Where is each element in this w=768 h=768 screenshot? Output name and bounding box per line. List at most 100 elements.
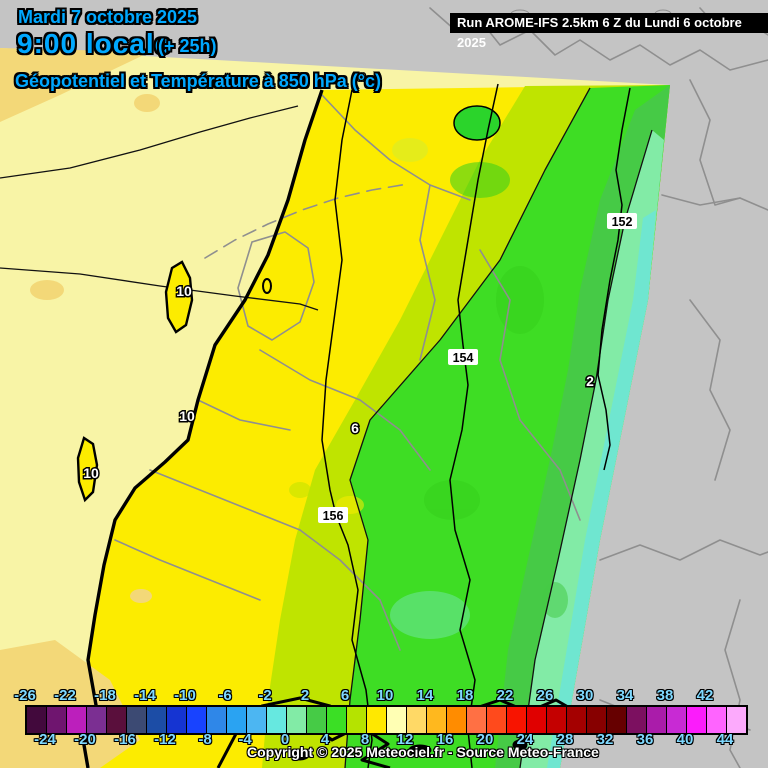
scale-tick: 20: [476, 731, 494, 748]
scale-swatch: [687, 706, 707, 734]
scale-tick: -10: [174, 687, 196, 704]
scale-tick: -4: [238, 731, 252, 748]
scale-swatch: [327, 706, 347, 734]
scale-swatch: [287, 706, 307, 734]
scale-tick: -20: [74, 731, 96, 748]
run-info-banner: Run AROME-IFS 2.5km 6 Z du Lundi 6 octob…: [450, 13, 768, 50]
scale-tick: 38: [656, 687, 674, 704]
scale-tick: 12: [396, 731, 414, 748]
scale-tick: 4: [320, 731, 330, 748]
scale-tick: -14: [134, 687, 156, 704]
scale-swatch: [367, 706, 387, 734]
geopotential-label: 156: [323, 509, 344, 523]
warm-patches: [0, 48, 160, 768]
isotherm-label: 6: [351, 420, 359, 436]
geopotential-label-box: [318, 507, 348, 523]
isotherm-2-line: [519, 129, 653, 768]
scale-tick: 2: [300, 687, 310, 704]
scale-swatch: [107, 706, 127, 734]
scale-swatch: [247, 706, 267, 734]
scale-swatch: [387, 706, 407, 734]
scale-swatch: [627, 706, 647, 734]
scale-swatch: [487, 706, 507, 734]
isotherm-label: 10: [83, 465, 99, 481]
scale-tick: -6: [218, 687, 232, 704]
scale-swatch: [67, 706, 87, 734]
scale-tick: 0: [280, 731, 290, 748]
scale-ticks-bottom: -24 -20 -16 -12 -8 -4 0 4 8 12 16 20 24 28 32 36 40 44: [0, 731, 768, 749]
scale-tick: -8: [198, 731, 212, 748]
scale-swatch: [227, 706, 247, 734]
sea-isotherm-lines: [0, 105, 319, 311]
geopotential-152-line: [597, 87, 631, 471]
scale-tick: 44: [716, 731, 734, 748]
geopotential-label-box: [448, 349, 478, 365]
scale-tick: -12: [154, 731, 176, 748]
scale-swatch: [587, 706, 607, 734]
scale-swatch: [207, 706, 227, 734]
scale-tick: 10: [376, 687, 394, 704]
scale-tick: -2: [258, 687, 272, 704]
scale-swatch: [127, 706, 147, 734]
scale-swatch: [26, 706, 47, 734]
scale-swatch: [427, 706, 447, 734]
isotherm-6-line: [344, 87, 591, 768]
scale-swatch: [47, 706, 67, 734]
scale-tick: 18: [456, 687, 474, 704]
scale-swatch: [187, 706, 207, 734]
scale-tick: 30: [576, 687, 594, 704]
region-borders: [114, 94, 581, 651]
scale-swatch: [467, 706, 487, 734]
scale-tick: 16: [436, 731, 454, 748]
scale-swatch: [407, 706, 427, 734]
scale-tick: 32: [596, 731, 614, 748]
coastline-path: [82, 89, 324, 768]
scale-swatch: [307, 706, 327, 734]
scale-tick: 22: [496, 687, 514, 704]
band-m2-0: [547, 210, 656, 768]
color-scale: [25, 705, 748, 735]
scale-tick: -18: [94, 687, 116, 704]
geopotential-154-line: [449, 83, 499, 768]
isotherm-label: 10: [176, 283, 192, 299]
island-small: [262, 278, 272, 294]
scale-tick: 42: [696, 687, 714, 704]
scale-swatch: [87, 706, 107, 734]
scale-tick: 40: [676, 731, 694, 748]
date-label: Mardi 7 octobre 2025: [18, 7, 198, 27]
scale-swatch: [447, 706, 467, 734]
scale-tick: 8: [360, 731, 370, 748]
scale-swatch: [507, 706, 527, 734]
scale-swatch: [267, 706, 287, 734]
copyright-label: Copyright © 2025 Meteociel.fr - Source M…: [247, 744, 599, 760]
geopotential-label-box: [607, 213, 637, 229]
geopotential-label: 154: [453, 351, 474, 365]
model-domain: 152 154 156 10 10 10 6 2: [0, 48, 670, 768]
geopotential-156-line: [321, 89, 373, 768]
scale-tick: -26: [14, 687, 36, 704]
texture-patches: [289, 138, 568, 639]
scale-tick: -22: [54, 687, 76, 704]
scale-swatch: [607, 706, 627, 734]
scale-tick: 26: [536, 687, 554, 704]
scale-tick: 14: [416, 687, 434, 704]
forecast-offset-label: (+ 25h): [158, 36, 217, 56]
scale-swatch: [567, 706, 587, 734]
scale-swatch: [727, 706, 747, 734]
scale-tick: 34: [616, 687, 634, 704]
isotherm-label: 2: [586, 373, 594, 389]
scale-swatch: [527, 706, 547, 734]
scale-tick: 6: [340, 687, 350, 704]
island-walcheren: [76, 436, 99, 503]
scale-swatch: [707, 706, 727, 734]
scale-tick: -24: [34, 731, 56, 748]
island-texel: [164, 260, 194, 334]
scale-tick: 28: [556, 731, 574, 748]
map-title: Géopotentiel et Température à 850 hPa (°…: [15, 71, 381, 91]
scale-tick: 24: [516, 731, 534, 748]
time-label: 9:00 locale: [17, 28, 172, 59]
map-contour-labels: 152 154 156 10 10 10 6 2: [82, 213, 637, 523]
scale-swatch: [667, 706, 687, 734]
